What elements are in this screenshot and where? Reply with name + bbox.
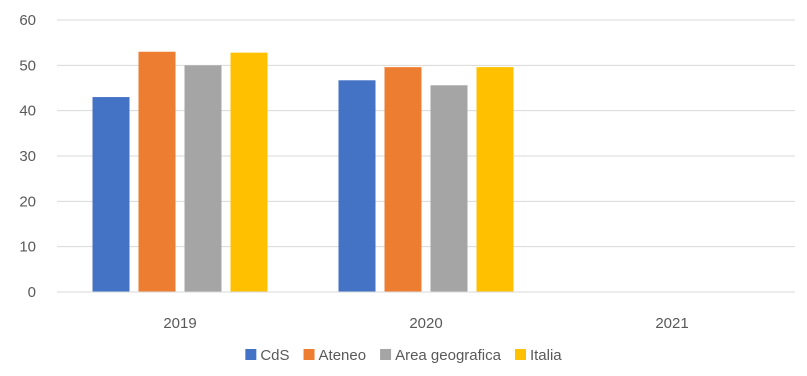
- bar-cds-2020: [338, 80, 376, 292]
- grid-layer: [57, 19, 795, 248]
- x-axis-tick-labels: 2019 2020 2021: [163, 315, 688, 332]
- bar-cds-2019: [92, 97, 130, 292]
- bar-ateneo-2020: [384, 67, 422, 292]
- legend-label: CdS: [260, 347, 289, 364]
- y-tick-label: 40: [19, 103, 36, 120]
- legend-label: Area geografica: [395, 347, 502, 364]
- y-tick-label: 50: [19, 57, 36, 74]
- legend-swatch: [380, 349, 392, 360]
- y-tick-label: 0: [28, 284, 36, 301]
- legend-item-area-geografica: Area geografica: [380, 347, 502, 364]
- legend-item-italia: Italia: [514, 347, 562, 364]
- bar-ateneo-2019: [138, 51, 176, 292]
- legend-swatch: [303, 349, 315, 360]
- bar-italia-2019: [230, 52, 268, 292]
- legend-swatch: [245, 349, 257, 360]
- y-tick-label: 60: [19, 12, 36, 29]
- bar-area-geografica-2019: [184, 65, 222, 292]
- x-tick-label: 2021: [655, 315, 688, 332]
- x-tick-label: 2019: [163, 315, 196, 332]
- y-tick-label: 30: [19, 148, 36, 165]
- legend-item-ateneo: Ateneo: [303, 347, 367, 364]
- y-tick-label: 20: [19, 193, 36, 210]
- y-axis-tick-labels: 0 10 20 30 40 50 60: [19, 12, 36, 301]
- x-tick-label: 2020: [409, 315, 442, 332]
- legend-label: Italia: [530, 347, 562, 364]
- legend: CdS Ateneo Area geografica Italia: [245, 347, 562, 364]
- y-tick-label: 10: [19, 239, 36, 256]
- bars: [92, 51, 514, 292]
- legend-item-cds: CdS: [245, 347, 290, 364]
- bar-italia-2020: [476, 67, 514, 292]
- legend-label: Ateneo: [319, 347, 367, 364]
- legend-swatch: [514, 349, 526, 360]
- bar-area-geografica-2020: [430, 85, 468, 292]
